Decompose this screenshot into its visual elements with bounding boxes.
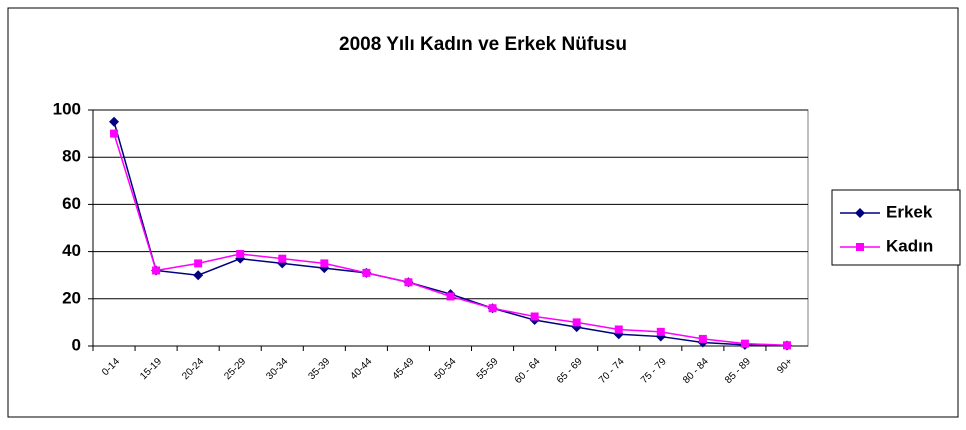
y-tick-label: 40 xyxy=(62,241,81,260)
data-point xyxy=(278,254,287,263)
data-point xyxy=(740,339,749,348)
legend-box xyxy=(831,189,961,266)
plot-area xyxy=(92,109,809,347)
chart-title: 2008 Yılı Kadın ve Erkek Nüfusu xyxy=(339,34,627,55)
data-point xyxy=(109,116,120,127)
data-point xyxy=(446,292,455,301)
legend-marker xyxy=(855,208,865,218)
data-point xyxy=(110,129,119,138)
y-tick-label: 80 xyxy=(62,147,81,166)
y-tick-label: 60 xyxy=(62,194,81,213)
data-point xyxy=(656,327,665,336)
data-point xyxy=(404,278,413,287)
data-point xyxy=(194,259,203,268)
data-point xyxy=(782,341,791,350)
data-point xyxy=(572,318,581,327)
data-point xyxy=(193,270,204,281)
y-tick-label: 100 xyxy=(53,99,81,118)
y-tick-label: 20 xyxy=(62,288,81,307)
data-point xyxy=(236,249,245,258)
legend-marker xyxy=(856,243,864,251)
data-point xyxy=(362,268,371,277)
legend-label: Erkek xyxy=(886,202,933,221)
data-point xyxy=(698,334,707,343)
data-point xyxy=(320,259,329,268)
data-point xyxy=(614,325,623,334)
y-tick-label: 0 xyxy=(72,335,81,354)
data-point xyxy=(488,304,497,313)
legend-label: Kadın xyxy=(886,236,933,255)
data-point xyxy=(530,312,539,321)
data-point xyxy=(152,266,161,275)
